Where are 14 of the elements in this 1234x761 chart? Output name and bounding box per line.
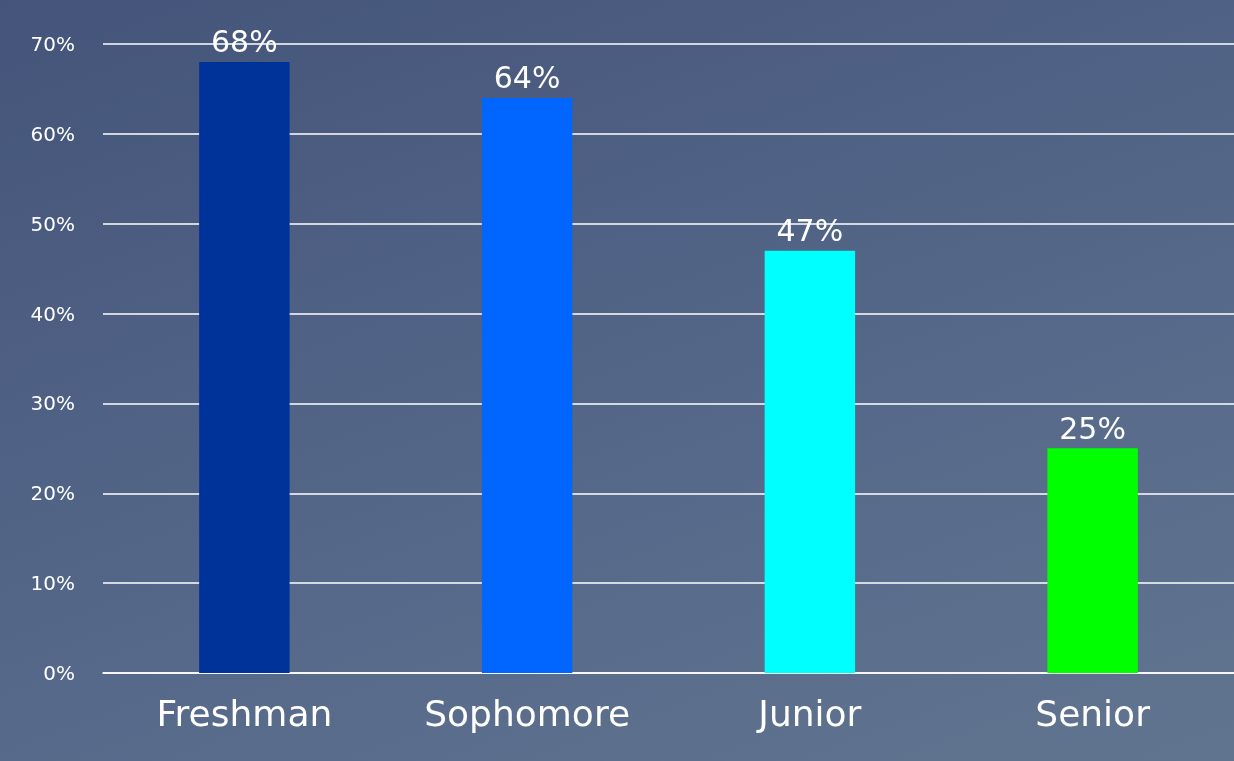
- y-tick-label: 40%: [30, 301, 75, 326]
- x-tick-label: Sophomore: [424, 692, 631, 734]
- data-label: 64%: [493, 60, 561, 96]
- data-label: 25%: [1059, 410, 1126, 446]
- y-tick-label: 20%: [30, 481, 75, 506]
- y-tick-label: 0%: [43, 661, 75, 685]
- y-tick-label: 30%: [30, 391, 75, 416]
- y-tick-label: 60%: [30, 121, 75, 146]
- y-tick-label: 70%: [30, 32, 75, 56]
- y-tick-label: 10%: [30, 571, 75, 596]
- x-tick-label: Freshman: [156, 692, 333, 734]
- y-tick-label: 50%: [30, 211, 75, 236]
- x-tick-label: Junior: [756, 692, 862, 734]
- x-tick-label: Senior: [1035, 692, 1151, 734]
